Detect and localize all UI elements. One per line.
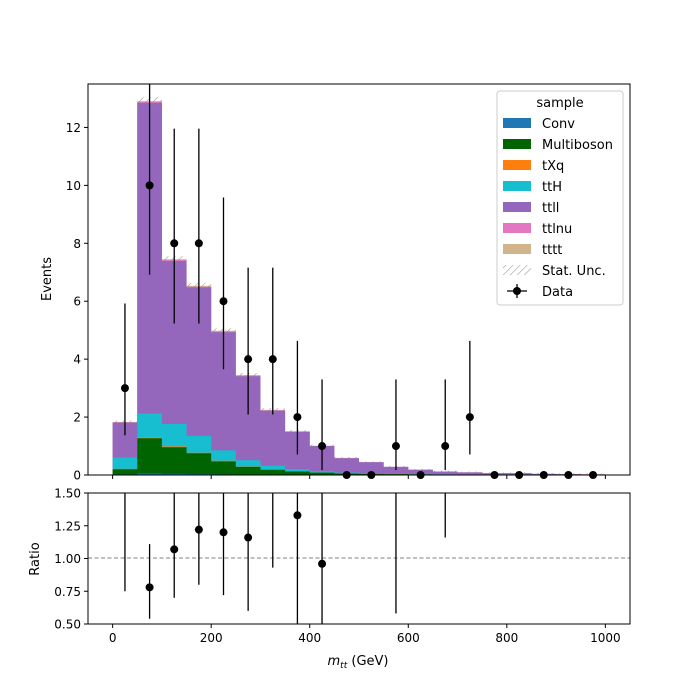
main-x-ticks bbox=[112, 475, 606, 479]
data-point bbox=[244, 355, 253, 364]
ratio-point bbox=[293, 511, 302, 520]
main-y-tick-label: 10 bbox=[66, 179, 81, 193]
data-point bbox=[170, 239, 179, 248]
legend-label: ttlnu bbox=[542, 222, 572, 237]
ratio-point bbox=[170, 545, 179, 554]
legend-swatch-txq bbox=[503, 160, 531, 170]
main-panel: 0 2 4 6 8 10 12 Events bbox=[40, 83, 631, 483]
stat-unc-bin bbox=[334, 457, 359, 459]
main-axes-frame bbox=[87, 83, 631, 476]
ratio-point bbox=[219, 528, 228, 537]
ratio-y-tick-label: 1.25 bbox=[54, 519, 81, 533]
ratio-points bbox=[124, 227, 446, 624]
ratio-point bbox=[244, 533, 253, 542]
data-point bbox=[194, 239, 203, 248]
legend-label: tXq bbox=[542, 159, 564, 174]
legend-label: Data bbox=[542, 285, 573, 300]
x-axis-label-unit: (GeV) bbox=[347, 654, 388, 669]
data-point bbox=[465, 413, 474, 422]
ratio-y-tick-label: 0.50 bbox=[54, 618, 81, 632]
x-axis-label-subscript: tt bbox=[340, 661, 348, 671]
legend-label: ttll bbox=[542, 201, 559, 216]
main-y-axis-label: Events bbox=[40, 257, 55, 301]
main-y-tick-label: 12 bbox=[66, 121, 81, 135]
stat-unc-bin bbox=[432, 470, 458, 473]
ratio-point bbox=[145, 583, 154, 592]
x-tick-label: 1000 bbox=[590, 631, 621, 645]
legend: sample Conv Multiboson tXq ttH ttll ttlnu tttt… bbox=[496, 90, 624, 306]
legend-swatch-ttlnu bbox=[503, 223, 531, 233]
data-point bbox=[219, 297, 228, 306]
legend-swatch-multiboson bbox=[503, 139, 531, 149]
ratio-point bbox=[318, 559, 327, 568]
x-axis-label-math: m bbox=[328, 654, 341, 669]
stat-unc-bin bbox=[457, 471, 483, 474]
data-point bbox=[441, 442, 450, 451]
legend-label: Stat. Unc. bbox=[542, 264, 606, 279]
legend-title: sample bbox=[536, 96, 583, 111]
x-tick-label: 0 bbox=[109, 631, 117, 645]
legend-swatch-conv bbox=[503, 118, 531, 128]
stat-unc-bin bbox=[359, 461, 384, 464]
x-tick-label: 200 bbox=[200, 631, 223, 645]
main-y-tick-label: 6 bbox=[73, 295, 81, 309]
data-points bbox=[120, 84, 598, 479]
data-point bbox=[268, 355, 277, 364]
ratio-x-ticks: 0 200 400 600 800 1000 bbox=[109, 624, 621, 645]
legend-label: Multiboson bbox=[542, 138, 613, 153]
ratio-point bbox=[194, 525, 203, 534]
main-y-tick-label: 0 bbox=[73, 469, 81, 483]
data-point bbox=[318, 442, 327, 451]
ratio-y-axis-label: Ratio bbox=[28, 542, 43, 575]
ratio-y-tick-label: 1.00 bbox=[54, 552, 81, 566]
legend-swatch-ttll bbox=[503, 202, 531, 212]
histogram-series-tth bbox=[112, 413, 606, 475]
x-tick-label: 800 bbox=[495, 631, 518, 645]
stat-unc-bin bbox=[408, 468, 433, 471]
data-point bbox=[145, 181, 154, 190]
legend-label: tttt bbox=[542, 243, 562, 258]
legend-swatch-tttt bbox=[503, 244, 531, 254]
legend-data-marker bbox=[513, 287, 521, 295]
main-y-tick-label: 4 bbox=[73, 353, 81, 367]
histogram-series-multiboson bbox=[112, 438, 606, 475]
legend-label: ttH bbox=[542, 180, 562, 195]
ratio-point bbox=[392, 227, 400, 235]
histogram-series-ttll bbox=[112, 102, 606, 475]
ratio-panel: 0 200 400 600 800 1000 0.50 0.75 1.00 1.25 1.50 R… bbox=[28, 227, 631, 645]
data-point bbox=[293, 413, 302, 422]
legend-items: Conv Multiboson tXq ttH ttll ttlnu tttt Stat. U… bbox=[503, 117, 613, 300]
ratio-y-ticks: 0.50 0.75 1.00 1.25 1.50 bbox=[54, 487, 88, 632]
legend-swatch-tth bbox=[503, 181, 531, 191]
ratio-y-tick-label: 1.50 bbox=[54, 487, 81, 501]
legend-swatch-stat-unc bbox=[503, 265, 531, 275]
main-y-tick-label: 2 bbox=[73, 411, 81, 425]
legend-label: Conv bbox=[542, 117, 575, 132]
data-point bbox=[391, 442, 400, 451]
main-y-tick-label: 8 bbox=[73, 237, 81, 251]
ratio-y-tick-label: 0.75 bbox=[54, 585, 81, 599]
data-point bbox=[120, 384, 129, 393]
x-tick-label: 400 bbox=[298, 631, 321, 645]
main-y-ticks: 0 2 4 6 8 10 12 bbox=[66, 121, 88, 483]
x-tick-label: 600 bbox=[397, 631, 420, 645]
x-axis-label: mtt (GeV) bbox=[328, 654, 389, 671]
